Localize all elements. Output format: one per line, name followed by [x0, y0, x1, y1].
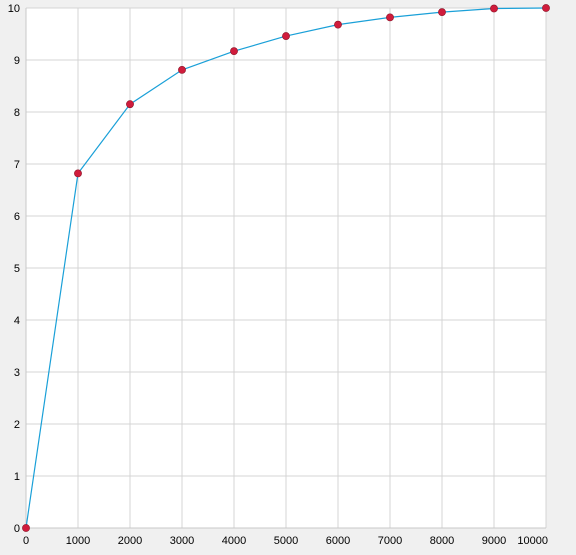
- data-point: [126, 100, 134, 109]
- y-tick-label: 6: [14, 211, 20, 223]
- axes: [25, 8, 546, 529]
- x-tick-label: 5000: [274, 535, 298, 547]
- data-point: [178, 65, 186, 74]
- tick-labels: 0 1000 2000 3000 4000 5000 6000 7000 8000 9000 100…: [8, 3, 548, 547]
- y-tick-label: 4: [14, 315, 20, 327]
- y-tick-label: 9: [14, 55, 20, 67]
- y-tick-label: 10: [8, 3, 20, 15]
- x-tick-label: 8000: [430, 535, 454, 547]
- data-point: [22, 524, 30, 532]
- x-tick-label: 7000: [378, 535, 402, 547]
- y-tick-label: 5: [14, 263, 20, 275]
- y-tick-label: 2: [14, 419, 20, 431]
- x-tick-label: 2000: [118, 535, 142, 547]
- x-tick-label: 4000: [222, 535, 246, 547]
- x-tick-label: 3000: [170, 535, 194, 547]
- x-tick-label: 0: [23, 535, 29, 547]
- data-point: [282, 32, 290, 40]
- data-point: [490, 4, 498, 13]
- data-point: [334, 20, 342, 29]
- y-tick-label: 1: [14, 471, 20, 483]
- y-tick-label: 8: [14, 107, 20, 119]
- x-tick-label: 6000: [326, 535, 350, 547]
- y-tick-label: 7: [14, 159, 20, 171]
- data-markers: [22, 4, 550, 532]
- y-tick-label: 0: [14, 523, 20, 535]
- data-point: [386, 13, 394, 22]
- data-point: [230, 47, 238, 56]
- data-point: [542, 4, 550, 12]
- x-tick-label: 9000: [482, 535, 506, 547]
- x-tick-label: 1000: [66, 535, 90, 547]
- x-tick-label: 10000: [517, 535, 548, 547]
- y-tick-label: 3: [14, 367, 20, 379]
- grid: [25, 7, 547, 529]
- data-point: [438, 8, 446, 17]
- data-point: [74, 169, 82, 178]
